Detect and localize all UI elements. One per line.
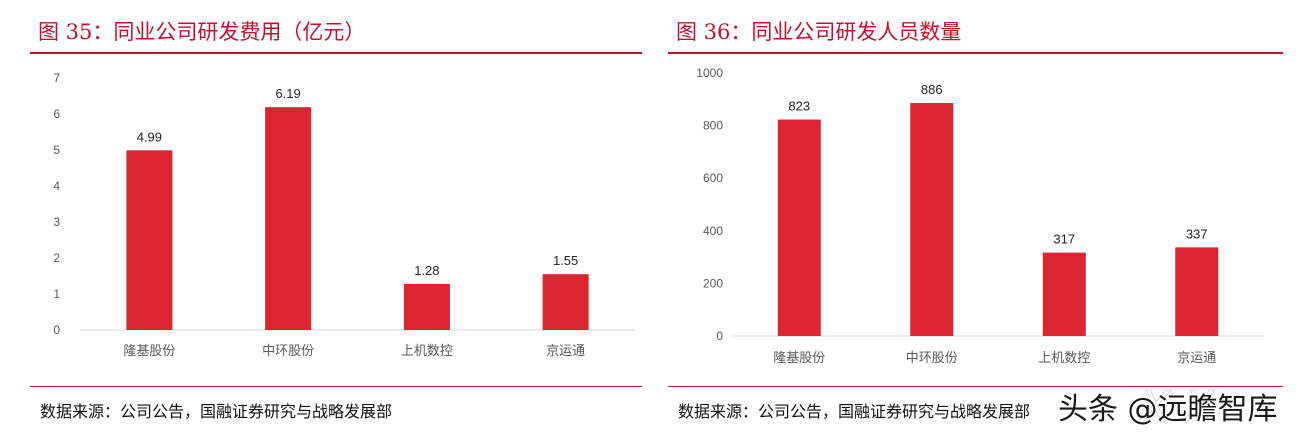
y-tick-label: 6 [53,107,60,121]
x-category-label: 京运通 [1177,351,1216,366]
x-category-label: 中环股份 [262,344,314,359]
data-label: 1.28 [414,263,439,278]
figure-36-title-rule [668,52,1283,54]
bar [777,119,821,336]
rd-expense-bar-chart: 0 1 2 3 4 5 6 7 4.99 隆基股份 6.19 中环股份 1.28 上机数控 1.55 京运通 [53,71,635,359]
figure-35-panel: 图 35：同业公司研发费用（亿元） 0 1 2 3 4 5 6 7 4.99 隆基股份 6.19 中环… [30,0,642,434]
bar [403,283,450,330]
x-category-label: 京运通 [546,344,585,359]
figure-35-source-note: 数据来源：公司公告，国融证券研究与战略发展部 [40,402,393,421]
y-tick-label: 800 [703,119,723,133]
rd-staff-bar-chart: 0 200 400 600 800 1000 823 隆基股份 886 中环股份 317 上机数控 33… [696,66,1263,366]
y-tick-label: 4 [53,179,60,193]
figure-36-chart-area: 0 200 400 600 800 1000 823 隆基股份 886 中环股份 317 上机数控 33… [668,56,1283,374]
bar [1042,252,1086,336]
x-category-label: 上机数控 [1038,351,1090,366]
bar [126,150,173,330]
bar [542,274,589,330]
figure-36-source-rule [668,386,1283,387]
y-tick-label: 5 [53,143,60,157]
y-tick-label: 600 [703,171,723,185]
y-tick-label: 7 [53,71,60,85]
y-tick-label: 1 [53,287,60,301]
figure-36-title: 图 36：同业公司研发人员数量 [676,20,962,44]
data-label: 823 [788,99,810,114]
data-label: 6.19 [275,86,300,101]
figure-35-source-rule [30,386,642,387]
y-tick-label: 1000 [696,66,723,80]
x-category-label: 隆基股份 [123,344,175,359]
data-label: 4.99 [137,129,162,144]
bar [265,107,312,330]
bar [910,102,954,336]
data-label: 337 [1186,226,1208,241]
svg-text:X X: X X [1138,382,1215,433]
data-label: 1.55 [553,253,578,268]
bar [1175,247,1219,336]
figure-36-panel: 图 36：同业公司研发人员数量 0 200 400 600 800 1000 823 隆基股份… [668,0,1283,434]
y-tick-label: 0 [53,323,60,337]
x-category-label: 中环股份 [906,351,958,366]
data-label: 317 [1053,232,1075,247]
watermark-text: 头条 @远瞻智库 [1058,392,1278,427]
y-tick-label: 400 [703,224,723,238]
figure-36-source-note: 数据来源：公司公告，国融证券研究与战略发展部 [678,402,1031,421]
y-tick-label: 0 [716,329,723,343]
y-tick-label: 3 [53,215,60,229]
watermark-decoration: X X [1138,382,1216,434]
y-tick-label: 200 [703,276,723,290]
x-category-label: 隆基股份 [773,351,825,366]
x-category-label: 上机数控 [401,344,453,359]
data-label: 886 [921,82,943,97]
figure-35-title-rule [30,52,642,54]
figure-35-chart-area: 0 1 2 3 4 5 6 7 4.99 隆基股份 6.19 中环股份 1.28 上机数控 1.55 京运通 [30,56,642,374]
y-tick-label: 2 [53,251,60,265]
figure-35-title: 图 35：同业公司研发费用（亿元） [38,20,366,44]
